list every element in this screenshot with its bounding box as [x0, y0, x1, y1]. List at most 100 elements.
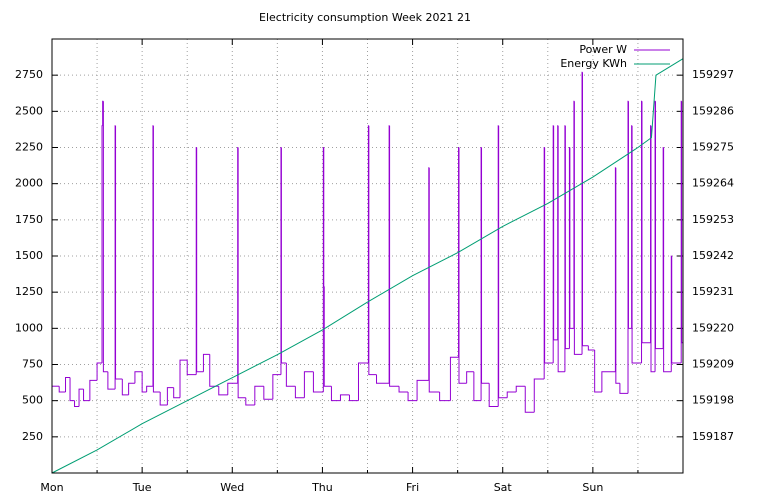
power-step	[227, 382, 238, 395]
y2-tick-label: 159297	[692, 68, 734, 81]
legend-label: Energy KWh	[560, 57, 627, 70]
power-step	[58, 386, 66, 393]
power-step	[594, 350, 602, 393]
power-step	[152, 125, 161, 393]
power-step	[272, 374, 281, 400]
power-step	[515, 385, 526, 392]
y-tick-label: 1750	[15, 213, 43, 226]
y-tick-label: 1500	[15, 249, 43, 262]
y-tick-label: 1250	[15, 285, 43, 298]
power-step	[166, 387, 174, 406]
power-step	[573, 101, 583, 355]
x-tick-label: Fri	[406, 481, 419, 494]
power-step	[488, 383, 499, 407]
power-step	[141, 371, 147, 393]
power-step	[107, 371, 116, 390]
power-step	[619, 383, 629, 394]
power-step	[96, 362, 103, 381]
power-step	[581, 72, 589, 347]
power-step	[544, 147, 554, 364]
power-step	[481, 147, 490, 384]
power-step	[473, 371, 482, 402]
power-step	[115, 125, 123, 380]
legend-label: Power W	[579, 43, 627, 56]
y2-tick-label: 159187	[692, 430, 734, 443]
power-step	[303, 371, 314, 398]
power-step	[121, 378, 129, 396]
power-step	[237, 147, 246, 399]
x-tick-label: Sun	[582, 481, 603, 494]
power-step	[368, 125, 377, 376]
y-tick-label: 750	[22, 358, 43, 371]
power-step	[285, 363, 296, 387]
power-step	[564, 125, 570, 350]
power-step	[601, 371, 616, 392]
power-step	[159, 391, 168, 406]
y2-tick-label: 159286	[692, 104, 734, 117]
power-step	[466, 371, 474, 384]
power-step	[65, 377, 71, 392]
power-step	[263, 386, 273, 400]
power-step	[339, 394, 350, 401]
power-step	[615, 167, 620, 384]
energy-line	[51, 58, 684, 474]
power-step	[416, 379, 429, 401]
power-step	[627, 101, 632, 329]
chart-title: Electricity consumption Week 2021 21	[259, 11, 471, 24]
y2-tick-label: 159264	[692, 177, 734, 190]
y2-tick-label: 159253	[692, 213, 734, 226]
x-tick-label: Tue	[132, 481, 152, 494]
power-step	[398, 386, 409, 393]
power-step	[439, 391, 451, 402]
power-step	[650, 125, 656, 373]
power-step	[245, 397, 255, 406]
power-step	[218, 386, 228, 396]
y-tick-label: 2000	[15, 177, 43, 190]
power-step	[389, 125, 400, 387]
power-step	[202, 353, 210, 372]
power-step	[569, 147, 574, 329]
y2-tick-label: 159198	[692, 394, 734, 407]
power-step	[524, 386, 535, 413]
power-step	[186, 360, 197, 376]
power-step	[83, 389, 90, 402]
power-step	[533, 378, 545, 413]
power-step	[128, 382, 135, 395]
plot-border	[51, 38, 684, 474]
power-step	[498, 125, 508, 399]
power-step	[312, 371, 324, 393]
power-step	[102, 101, 108, 373]
y2-tick-label: 159220	[692, 321, 734, 334]
power-step	[280, 147, 287, 364]
y2-tick-label: 159275	[692, 141, 734, 154]
power-step	[89, 379, 98, 401]
y-tick-label: 2250	[15, 141, 43, 154]
power-step	[587, 345, 595, 351]
power-step	[557, 125, 565, 373]
power-step	[173, 387, 181, 399]
power-step	[134, 371, 143, 384]
power-step	[663, 147, 672, 373]
power-step	[69, 377, 75, 402]
y2-tick-label: 159231	[692, 285, 734, 298]
power-step	[179, 359, 188, 398]
power-step	[357, 362, 369, 401]
y-tick-label: 500	[22, 394, 43, 407]
power-step	[641, 101, 651, 344]
power-step	[74, 400, 80, 407]
power-step	[254, 385, 264, 406]
power-step	[330, 386, 341, 402]
power-step	[294, 386, 305, 399]
y-tick-label: 2750	[15, 68, 43, 81]
power-step	[631, 125, 642, 364]
y-tick-label: 250	[22, 430, 43, 443]
x-tick-label: Wed	[220, 481, 244, 494]
y2-tick-label: 159242	[692, 249, 734, 262]
power-step	[376, 374, 390, 384]
x-tick-label: Sat	[494, 481, 513, 494]
power-step	[323, 286, 332, 387]
power-step	[458, 147, 467, 384]
power-step	[146, 385, 153, 392]
